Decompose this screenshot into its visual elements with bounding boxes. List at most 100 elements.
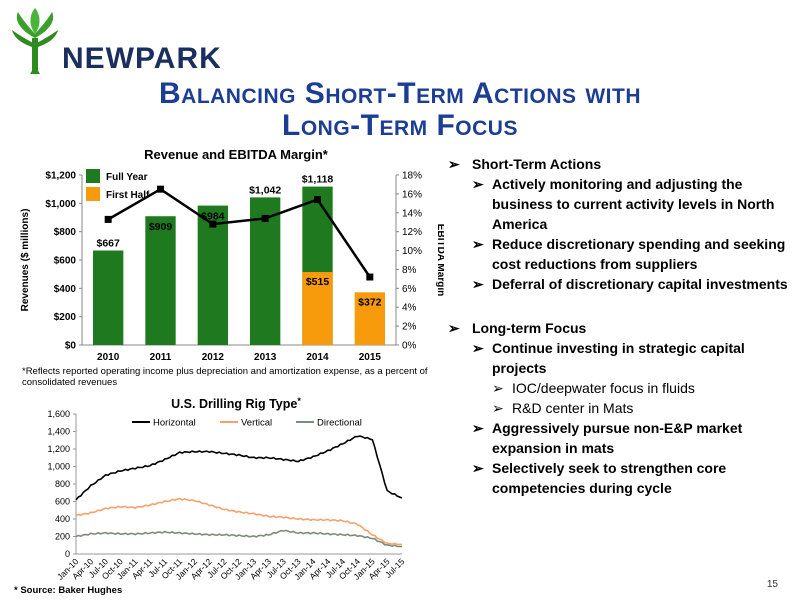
bullet-item-level-2: ➢ Deferral of discretionary capital inves…	[448, 274, 793, 294]
chart1-y2tick-label: 4%	[402, 303, 417, 314]
chart1-ytick-label: $200	[54, 312, 77, 323]
chart1-xtick-label: 2010	[97, 352, 120, 363]
chart1-y2tick-label: 18%	[402, 171, 422, 182]
bullet-item-level-3: ➢ IOC/deepwater focus in fluids	[448, 378, 793, 398]
chart1-xtick-label: 2014	[306, 352, 329, 363]
chart1-y2tick-label: 6%	[402, 284, 417, 295]
chart1-ytick-label: $1,200	[45, 171, 76, 182]
bar-label-full-year-2011: $909	[149, 221, 173, 233]
legend-label-first-half: First Half	[106, 190, 150, 201]
chart2-ytick-label: 1,000	[47, 462, 70, 472]
chart1-title: Revenue and EBITDA Margin*	[144, 147, 329, 162]
arrow-bullet-icon: ➢	[472, 340, 484, 356]
chart1-y2tick-label: 10%	[402, 246, 422, 257]
arrow-bullet-icon: ➢	[472, 236, 484, 252]
bar-first-half-2015	[354, 292, 386, 345]
title-line-1: Balancing Short-Term Actions with	[158, 77, 641, 110]
chart2-ytick-label: 400	[55, 514, 70, 524]
legend-swatch-first-half	[86, 187, 100, 201]
revenue-ebitda-chart: Revenue and EBITDA Margin* Revenues ($ m…	[20, 147, 444, 363]
ebitda-margin-line	[107, 187, 371, 278]
arrow-bullet-icon: ➢	[472, 420, 484, 436]
bar-label-first-half-2014: $515	[306, 276, 330, 288]
rig-series-horizontal	[75, 435, 403, 501]
bar-first-half-2014	[302, 272, 333, 345]
chart1-footnote: *Reflects reported operating income plus…	[22, 366, 428, 388]
page-number: 15	[766, 579, 778, 590]
chart1-y2tick-label: 0%	[402, 341, 417, 352]
svg-text:U.S. Drilling Rig Type*: U.S. Drilling Rig Type*	[171, 396, 301, 411]
bullet-text: Deferral of discretionary capital invest…	[492, 276, 788, 292]
chart1-xtick-label: 2011	[150, 352, 172, 363]
chart1-y2label: EBITDA Margin	[435, 224, 444, 296]
ebitda-margin-point-2011	[157, 185, 164, 193]
bullet-item-level-2: ➢ Selectively seek to strengthen core com…	[448, 458, 793, 498]
bullet-text: Actively monitoring and adjusting the bu…	[492, 176, 775, 232]
chart2-ytick-label: 1,200	[47, 444, 70, 454]
arrow-bullet-icon: ➢	[472, 460, 484, 476]
arrow-bullet-icon: ➢	[472, 276, 484, 292]
chart1-ytick-label: $800	[54, 227, 77, 238]
ebitda-margin-point-2014	[314, 196, 321, 204]
ebitda-margin-point-2015	[366, 273, 374, 281]
chart2-ytick-label: 800	[55, 479, 70, 489]
bar-full-year-2010	[92, 250, 124, 345]
title-line-2: Long-Term Focus	[282, 109, 518, 142]
bar-label-full-year-2014: $1,118	[302, 174, 334, 186]
arrow-bullet-icon: ➢	[492, 380, 504, 396]
slide-title: Balancing Short-Term Actions with Long-T…	[0, 78, 800, 142]
brand-name: NEWPARK	[62, 42, 222, 75]
chart1-xtick-label: 2012	[202, 352, 225, 363]
ebitda-margin-point-2010	[104, 215, 112, 223]
arrow-bullet-icon: ➢	[448, 156, 460, 172]
arrow-bullet-icon: ➢	[492, 400, 504, 416]
chart1-y2tick-label: 14%	[402, 208, 422, 219]
chart1-xtick-label: 2015	[359, 352, 382, 363]
bullet-text: Long-term Focus	[472, 320, 587, 336]
arrow-bullet-icon: ➢	[448, 320, 460, 336]
chart1-y2tick-label: 8%	[402, 265, 417, 276]
arrow-bullet-icon: ➢	[472, 176, 484, 192]
rig-series-vertical	[75, 497, 403, 546]
legend-label-horizontal: Horizontal	[153, 418, 196, 429]
chart2-ytick-label: 1,400	[47, 427, 70, 437]
chart2-ytick-label: 200	[55, 532, 70, 542]
bar-full-year-2012	[197, 205, 229, 345]
bar-full-year-2013	[249, 197, 281, 345]
legend-label-vertical: Vertical	[241, 418, 272, 429]
ebitda-margin-point-2012	[209, 220, 217, 228]
bullet-text: IOC/deepwater focus in fluids	[512, 380, 695, 396]
bar-label-first-half-2015: $372	[358, 296, 382, 308]
chart1-ytick-label: $0	[65, 341, 77, 352]
chart2-ytick-label: 0	[65, 549, 70, 559]
bar-label-full-year-2013: $1,042	[249, 184, 281, 196]
chart1-y2tick-label: 12%	[402, 227, 422, 238]
bullet-item-level-2: ➢ Actively monitoring and adjusting the b…	[448, 174, 793, 234]
bar-full-year-2011	[145, 216, 176, 345]
bullet-text: Selectively seek to strengthen core comp…	[492, 460, 727, 496]
chart2-ytick-label: 1,600	[47, 409, 70, 419]
chart1-ytick-label: $1,000	[45, 199, 76, 210]
chart1-ytick-label: $400	[54, 284, 77, 295]
chart2-ytick-label: 600	[55, 497, 70, 507]
rig-series-directional	[75, 529, 403, 548]
bullet-item-level-2: ➢ Continue investing in strategic capital…	[448, 338, 793, 378]
rig-type-chart: U.S. Drilling Rig Type* 0 200 400 600 800 1,0…	[47, 396, 406, 582]
bullet-spacer	[448, 294, 793, 316]
bar-label-full-year-2010: $667	[96, 238, 120, 250]
chart1-ylabel: Revenues ($ millions)	[20, 209, 31, 312]
chart1-y2tick-label: 2%	[402, 322, 417, 333]
bullet-text: Reduce discretionary spending and seekin…	[492, 236, 786, 272]
newpark-logo: NEWPARK	[12, 8, 222, 75]
chart2-title-mark: *	[297, 396, 301, 406]
bullet-item-level-2: ➢ Aggressively pursue non-E&P market expa…	[448, 418, 793, 458]
bullet-item-level-2: ➢ Reduce discretionary spending and seeki…	[448, 234, 793, 274]
bullet-item-level-3: ➢ R&D center in Mats	[448, 398, 793, 418]
chart1-ytick-label: $600	[54, 256, 77, 267]
bullet-text: Aggressively pursue non-E&P market expan…	[492, 420, 743, 456]
legend-swatch-full-year	[86, 169, 100, 183]
chart1-xtick-label: 2013	[254, 352, 277, 363]
bullet-text: R&D center in Mats	[512, 400, 634, 416]
bullet-item-level-1: ➢ Short-Term Actions	[448, 154, 793, 174]
chart2-title: U.S. Drilling Rig Type	[171, 397, 297, 411]
